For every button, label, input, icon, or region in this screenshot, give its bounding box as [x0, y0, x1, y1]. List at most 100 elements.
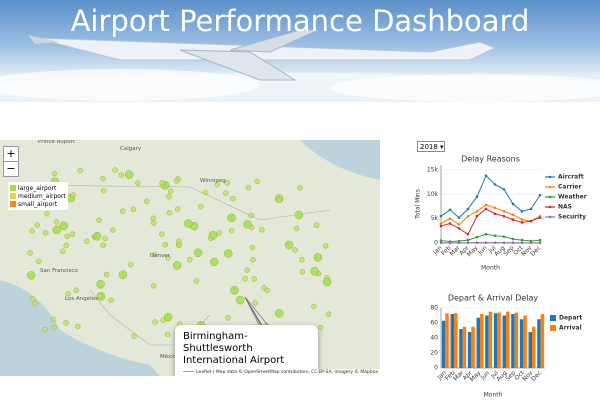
airport-marker	[53, 219, 60, 225]
airport-marker	[108, 297, 114, 304]
bar	[485, 315, 489, 368]
zoom-in[interactable]: +	[3, 146, 19, 162]
point	[529, 219, 533, 223]
bar	[445, 313, 449, 368]
airport-marker	[73, 287, 80, 293]
airport-marker	[228, 227, 235, 234]
y-tick-label: 10k	[427, 191, 439, 198]
airport-marker	[150, 283, 157, 289]
point	[502, 241, 506, 245]
airport-marker	[100, 242, 106, 249]
airport-marker	[227, 213, 236, 222]
y-tick-label: 40	[430, 335, 438, 342]
legend-label: small_airport	[18, 200, 58, 208]
point	[475, 195, 479, 198]
airport-marker	[176, 242, 182, 249]
point	[466, 214, 470, 218]
y-tick-label: 60	[430, 320, 438, 327]
airport-marker	[112, 167, 118, 173]
airport-marker	[284, 240, 294, 250]
airport-marker	[32, 300, 38, 307]
airport-marker	[135, 180, 141, 186]
airport-marker	[310, 267, 319, 276]
airport-marker	[151, 220, 157, 226]
legend-label: Arrival	[559, 325, 582, 332]
point	[439, 224, 443, 228]
x-tick-label: Jul	[487, 244, 498, 255]
bar	[514, 312, 519, 368]
airport-marker	[143, 198, 150, 205]
airport-marker	[243, 220, 252, 229]
map-attribution[interactable]: Leaflet | Map data © OpenStreetMap contr…	[194, 369, 380, 376]
legend-swatch	[550, 325, 556, 331]
airport-marker	[163, 312, 173, 322]
bar	[459, 329, 463, 368]
point	[457, 223, 461, 226]
series-line	[440, 174, 541, 219]
airport-marker	[152, 319, 158, 325]
airport-marker	[216, 230, 222, 236]
airport-marker	[83, 238, 90, 245]
year-value[interactable]: 2018	[420, 143, 438, 151]
bar	[511, 314, 515, 368]
y-tick-label: 5k	[431, 215, 439, 222]
airport-marker	[242, 275, 248, 282]
place-label: Winnipeg	[200, 178, 226, 184]
point	[520, 238, 524, 242]
point	[493, 183, 497, 186]
x-axis-label: Month	[484, 392, 503, 399]
airport-marker	[193, 248, 203, 258]
airport-marker	[249, 244, 256, 251]
point	[457, 241, 461, 245]
airport-marker	[51, 170, 58, 177]
airport-marker	[248, 212, 254, 219]
point	[538, 216, 542, 219]
point	[520, 221, 524, 224]
airport-marker	[59, 248, 66, 255]
airport-marker	[103, 271, 110, 278]
point	[448, 208, 452, 212]
map[interactable]: Prince Rupert Calgary Winnipeg Denver San Fr…	[0, 140, 380, 376]
legend-label: Carrier	[558, 184, 581, 191]
point	[484, 241, 488, 244]
legend-label: Aircraft	[558, 174, 584, 181]
airport-marker	[69, 231, 76, 237]
point	[493, 206, 497, 210]
airport-marker	[29, 228, 35, 234]
airport-marker	[292, 247, 298, 253]
bar	[488, 311, 493, 368]
legend-swatch	[548, 175, 552, 179]
place-label: San Francisco	[40, 268, 78, 274]
airport-marker	[50, 316, 57, 323]
point	[493, 212, 497, 216]
point	[502, 210, 506, 213]
legend-item: medium_airport	[10, 192, 66, 200]
airport-marker	[276, 197, 282, 204]
bar	[502, 315, 506, 368]
airport-marker	[51, 324, 57, 331]
banner: Airport Performance Dashboard	[0, 0, 600, 102]
point	[439, 241, 443, 245]
airport-marker	[274, 309, 284, 318]
airport-marker	[325, 311, 332, 317]
zoom-out[interactable]: −	[3, 161, 19, 177]
airport-marker	[100, 187, 107, 194]
airport-marker	[70, 192, 76, 198]
bar	[471, 326, 475, 368]
airport-marker	[118, 172, 124, 178]
airport-marker	[250, 256, 256, 263]
bar	[523, 315, 527, 368]
place-label: Calgary	[120, 146, 142, 152]
point	[529, 207, 533, 211]
airport-marker	[184, 219, 193, 228]
year-select[interactable]: 2018 ▾	[417, 141, 445, 152]
airport-marker	[236, 295, 245, 305]
airport-marker	[252, 300, 258, 306]
airport-marker	[102, 235, 108, 242]
place-label: México	[160, 353, 180, 360]
bar	[441, 320, 446, 368]
point	[511, 202, 515, 206]
legend-swatch	[548, 195, 552, 199]
point	[466, 241, 470, 245]
chart-title: Delay Reasons	[461, 155, 520, 164]
